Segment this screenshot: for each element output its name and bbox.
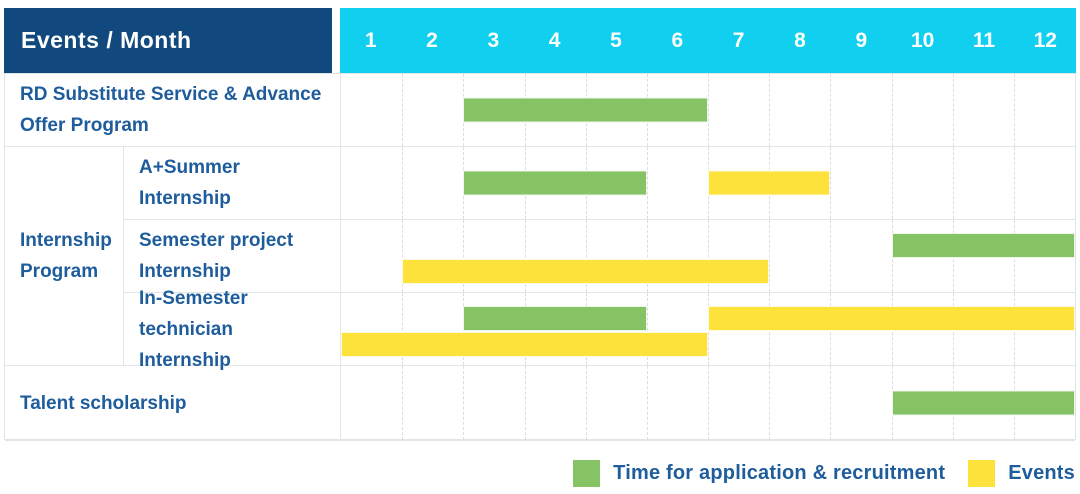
month-gridline <box>402 220 404 292</box>
legend-label-recruitment: Time for application & recruitment <box>613 461 946 484</box>
row-timeline <box>341 74 1075 147</box>
month-header-label: 2 <box>426 28 438 52</box>
month-gridline <box>708 220 709 292</box>
row-sublabel: A+Summer Internship <box>124 147 341 220</box>
month-gridline <box>830 147 832 219</box>
month-gridline <box>646 293 648 365</box>
legend-label-events: Events <box>1008 461 1075 484</box>
bar-recruitment <box>463 170 647 196</box>
month-gridline <box>708 366 709 440</box>
row-timeline <box>341 366 1075 441</box>
month-gridline <box>952 147 954 219</box>
month-gridline <box>402 147 404 219</box>
month-gridline <box>891 147 893 219</box>
month-gridline <box>463 220 465 292</box>
month-header-label: 4 <box>548 28 561 52</box>
month-header-label: 11 <box>972 28 996 52</box>
bar-event <box>708 306 1075 331</box>
bar-event <box>341 332 708 357</box>
month-header-band: 1 2 3 4 5 6 7 8 9 10 11 12 <box>340 8 1076 73</box>
month-header-label: 8 <box>794 28 806 52</box>
month-gridline <box>1013 147 1015 219</box>
month-header-label: 9 <box>855 28 868 52</box>
month-header-label: 12 <box>1033 28 1057 52</box>
month-gridline <box>830 220 832 292</box>
month-header-label: 7 <box>732 28 745 52</box>
month-gridline <box>891 74 893 146</box>
month-gridline <box>585 220 587 292</box>
month-header-label: 6 <box>671 28 684 52</box>
bar-recruitment <box>463 306 647 331</box>
row-sublabel: Semester project Internship <box>124 220 341 293</box>
recruitment-color-swatch <box>573 459 601 487</box>
month-gridline <box>952 74 954 146</box>
month-gridline <box>524 220 526 292</box>
bar-recruitment <box>891 233 1075 258</box>
month-header-label: 1 <box>364 28 377 52</box>
table-body: RD Substitute Service & Advance Offer Pr… <box>4 73 1076 441</box>
month-gridline <box>769 220 771 292</box>
month-gridline <box>1013 74 1015 146</box>
month-header-label: 5 <box>610 28 622 52</box>
month-header-label: 10 <box>910 28 935 52</box>
month-gridline <box>769 366 771 440</box>
bar-recruitment <box>463 97 708 123</box>
month-gridline <box>646 147 648 219</box>
month-gridline <box>708 74 709 146</box>
bar-event <box>708 170 831 196</box>
events-color-swatch <box>968 459 996 487</box>
month-gridline <box>524 366 526 440</box>
bar-event <box>402 259 770 284</box>
row-group-label: Internship Program <box>5 147 124 366</box>
legend-item-recruitment: Time for application & recruitment <box>573 459 946 487</box>
month-gridline <box>830 74 832 146</box>
month-gridline <box>769 74 771 146</box>
events-month-header: Events / Month <box>4 8 332 73</box>
row-timeline <box>341 147 1075 220</box>
row-timeline <box>341 293 1075 366</box>
row-label: RD Substitute Service & Advance Offer Pr… <box>5 74 341 147</box>
month-gridline <box>585 366 587 440</box>
month-gridline <box>646 220 648 292</box>
month-gridline <box>830 366 832 440</box>
header-divider <box>332 8 340 73</box>
table-header-row: Events / Month 1 2 3 4 5 6 7 8 9 10 11 12 <box>4 8 1076 73</box>
month-gridline <box>402 366 404 440</box>
month-gridline <box>463 366 465 440</box>
legend: Time for application & recruitment Event… <box>573 458 1075 488</box>
row-sublabel: In-Semester technician Internship <box>124 288 341 371</box>
bar-recruitment <box>891 390 1075 416</box>
row-label: Talent scholarship <box>5 366 341 441</box>
legend-item-events: Events <box>968 459 1075 487</box>
month-header-label: 3 <box>487 28 500 52</box>
month-gridline <box>402 74 404 146</box>
month-gridline <box>646 366 648 440</box>
month-gridline <box>402 293 404 365</box>
row-timeline <box>341 220 1075 293</box>
